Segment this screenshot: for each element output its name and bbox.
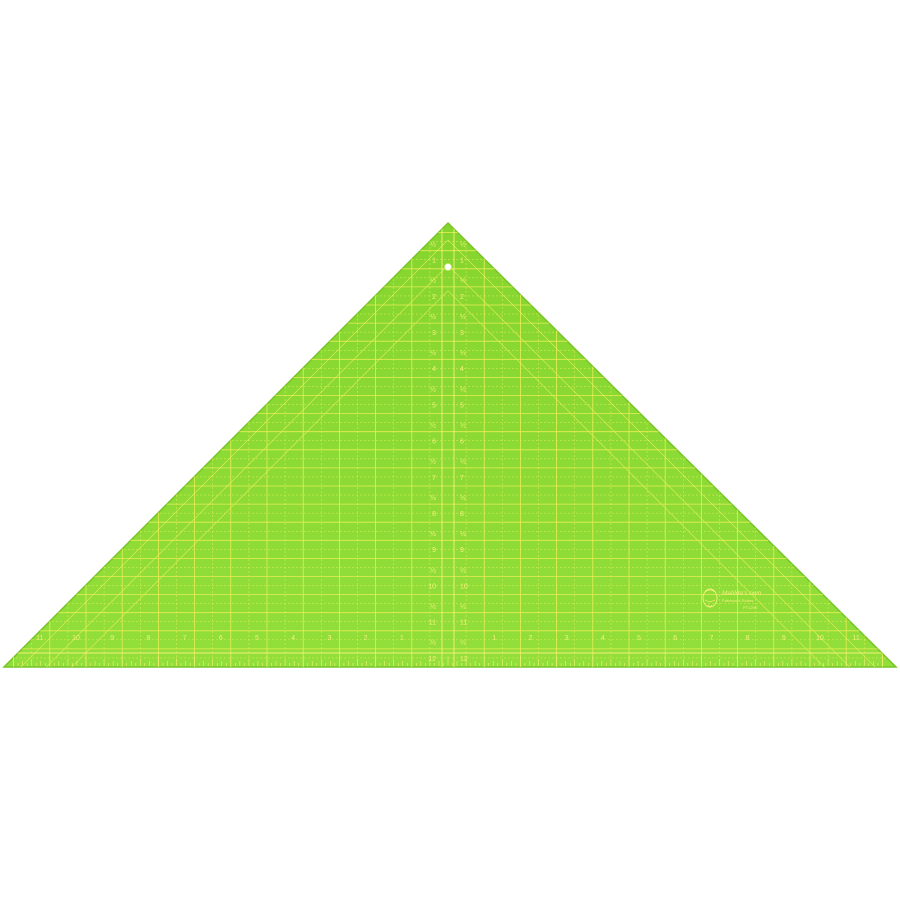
grid-diagonal-line [4,265,449,667]
brand-logo: Matilda's own Patchwork Rulers PT1295 [702,588,762,610]
center-scale-label-right: 10 [460,583,468,590]
base-scale-label-right: 10 [816,635,824,642]
center-half-mark-left: ½ [430,422,436,430]
center-half-mark-right: ½ [460,458,466,466]
base-scale-label-right: 3 [565,635,569,642]
base-scale-label-left: 1 [400,635,404,642]
base-scale-label-right: 11 [853,635,860,642]
center-half-mark-left: ½ [430,277,436,285]
center-half-mark-left: ½ [430,458,436,466]
ruler-markings: 1 1½ ½2 2½ ½3 3½ ½4 4½ ½5 5½ ½6 6½ ½7 7½ ½8 8½ ½9 9½ ½10 10… [4,223,896,667]
center-scale-label-right: 5 [460,402,464,409]
grid-diagonal-line [4,239,449,667]
base-scale-label-left: 2 [364,635,368,642]
center-half-mark-right: ½ [460,530,466,538]
center-half-mark-left: ½ [430,349,436,357]
center-scale-label-right: 3 [460,330,464,337]
center-half-mark-left: ½ [430,603,436,611]
center-scale-label-left: 10 [428,583,436,590]
grid-diagonal-line [447,265,896,667]
center-scale-label-left: 3 [432,330,436,337]
center-scale-label-left: 9 [432,547,436,554]
brand-subtitle: Patchwork Rulers [722,598,753,603]
center-scale-label-left: 11 [429,620,436,627]
center-half-mark-right: ½ [460,349,466,357]
grid-diagonal-line [4,290,449,667]
base-scale-label-left: 10 [72,635,80,642]
base-scale-label-right: 5 [637,635,641,642]
base-scale-label-right: 8 [746,635,750,642]
center-half-mark-left: ½ [430,566,436,574]
center-half-mark-left: ½ [430,313,436,321]
base-scale-label-left: 6 [219,635,223,642]
center-half-mark-right: ½ [460,313,466,321]
base-scale-label-left: 11 [36,635,43,642]
center-scale-label-left: 12 [428,656,436,663]
base-scale-label-right: 9 [782,635,786,642]
center-scale-label-right: 6 [460,439,464,446]
base-scale-label-left: 7 [183,635,187,642]
center-half-mark-left: ½ [430,639,436,647]
center-half-mark-right: ½ [460,566,466,574]
center-scale-label-right: 7 [460,475,464,482]
center-half-mark-right: ½ [460,385,466,393]
base-scale-label-left: 8 [146,635,150,642]
triangle-ruler [2,221,898,668]
base-scale-label-right: 6 [673,635,677,642]
center-half-mark-right: ½ [460,241,466,249]
base-scale-label-left: 3 [327,635,331,642]
grid-diagonal-line [447,239,896,667]
center-scale-label-right: 12 [460,656,468,663]
grid-diagonal-line [447,290,896,667]
product-code: PT1295 [743,605,758,610]
center-scale-label-right: 11 [460,620,467,627]
center-half-mark-left: ½ [430,494,436,502]
sheep-logo-icon [702,588,718,608]
center-scale-label-left: 2 [432,294,436,301]
base-scale-label-right: 2 [528,635,532,642]
base-scale-label-left: 4 [291,635,295,642]
center-scale-label-left: 8 [432,511,436,518]
center-scale-label-left: 5 [432,402,436,409]
center-scale-label-left: 4 [432,366,436,373]
center-half-mark-right: ½ [460,277,466,285]
center-scale-label-left: 6 [432,439,436,446]
center-scale-label-left: 7 [432,475,436,482]
base-scale-label-right: 4 [601,635,605,642]
center-scale-label-right: 8 [460,511,464,518]
center-half-mark-right: ½ [460,422,466,430]
center-half-mark-left: ½ [430,530,436,538]
base-scale-label-left: 5 [255,635,259,642]
brand-name: Matilda's own [722,590,762,597]
center-scale-label-right: 9 [460,547,464,554]
center-half-mark-left: ½ [430,241,436,249]
center-half-mark-left: ½ [430,385,436,393]
center-half-mark-right: ½ [460,603,466,611]
base-scale-label-right: 7 [709,635,713,642]
center-scale-label-right: 4 [460,366,464,373]
hanging-hole [444,263,452,271]
center-scale-label-left: 1 [432,258,436,265]
center-scale-label-right: 1 [460,258,464,265]
center-scale-label-right: 2 [460,294,464,301]
center-half-mark-right: ½ [460,639,466,647]
base-scale-label-right: 1 [492,635,496,642]
base-scale-label-left: 9 [110,635,114,642]
center-half-mark-right: ½ [460,494,466,502]
